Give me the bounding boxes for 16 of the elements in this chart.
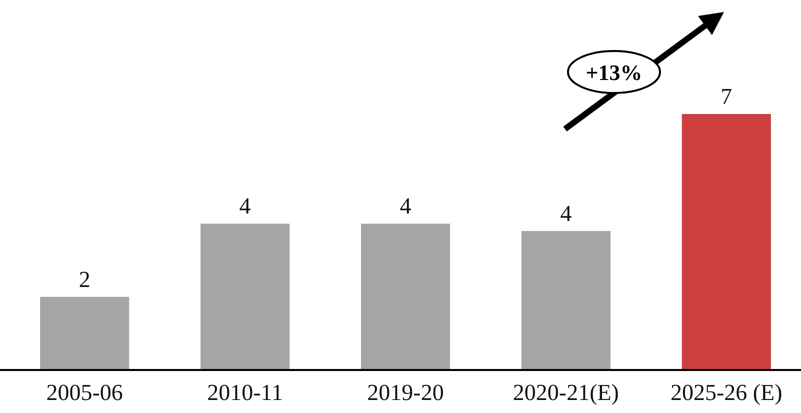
data-label: 4 <box>239 194 252 219</box>
bar <box>682 114 771 370</box>
bar <box>40 296 130 370</box>
text: +13% <box>586 60 642 85</box>
data-label: 2 <box>78 266 90 292</box>
bar <box>360 224 450 370</box>
x-tick-label: 2010-11 <box>207 380 283 405</box>
bar <box>200 224 290 370</box>
x-tick-label: 2025-26 (E) <box>670 380 782 405</box>
bar <box>521 231 610 370</box>
data-label: 7 <box>720 84 732 109</box>
x-tick-label: 2020-21(E) <box>512 380 619 405</box>
x-tick-label: 2005-06 <box>46 380 123 405</box>
x-tick-label: 2019-20 <box>367 380 444 405</box>
data-label: 4 <box>400 194 412 219</box>
data-label: 4 <box>560 201 572 226</box>
